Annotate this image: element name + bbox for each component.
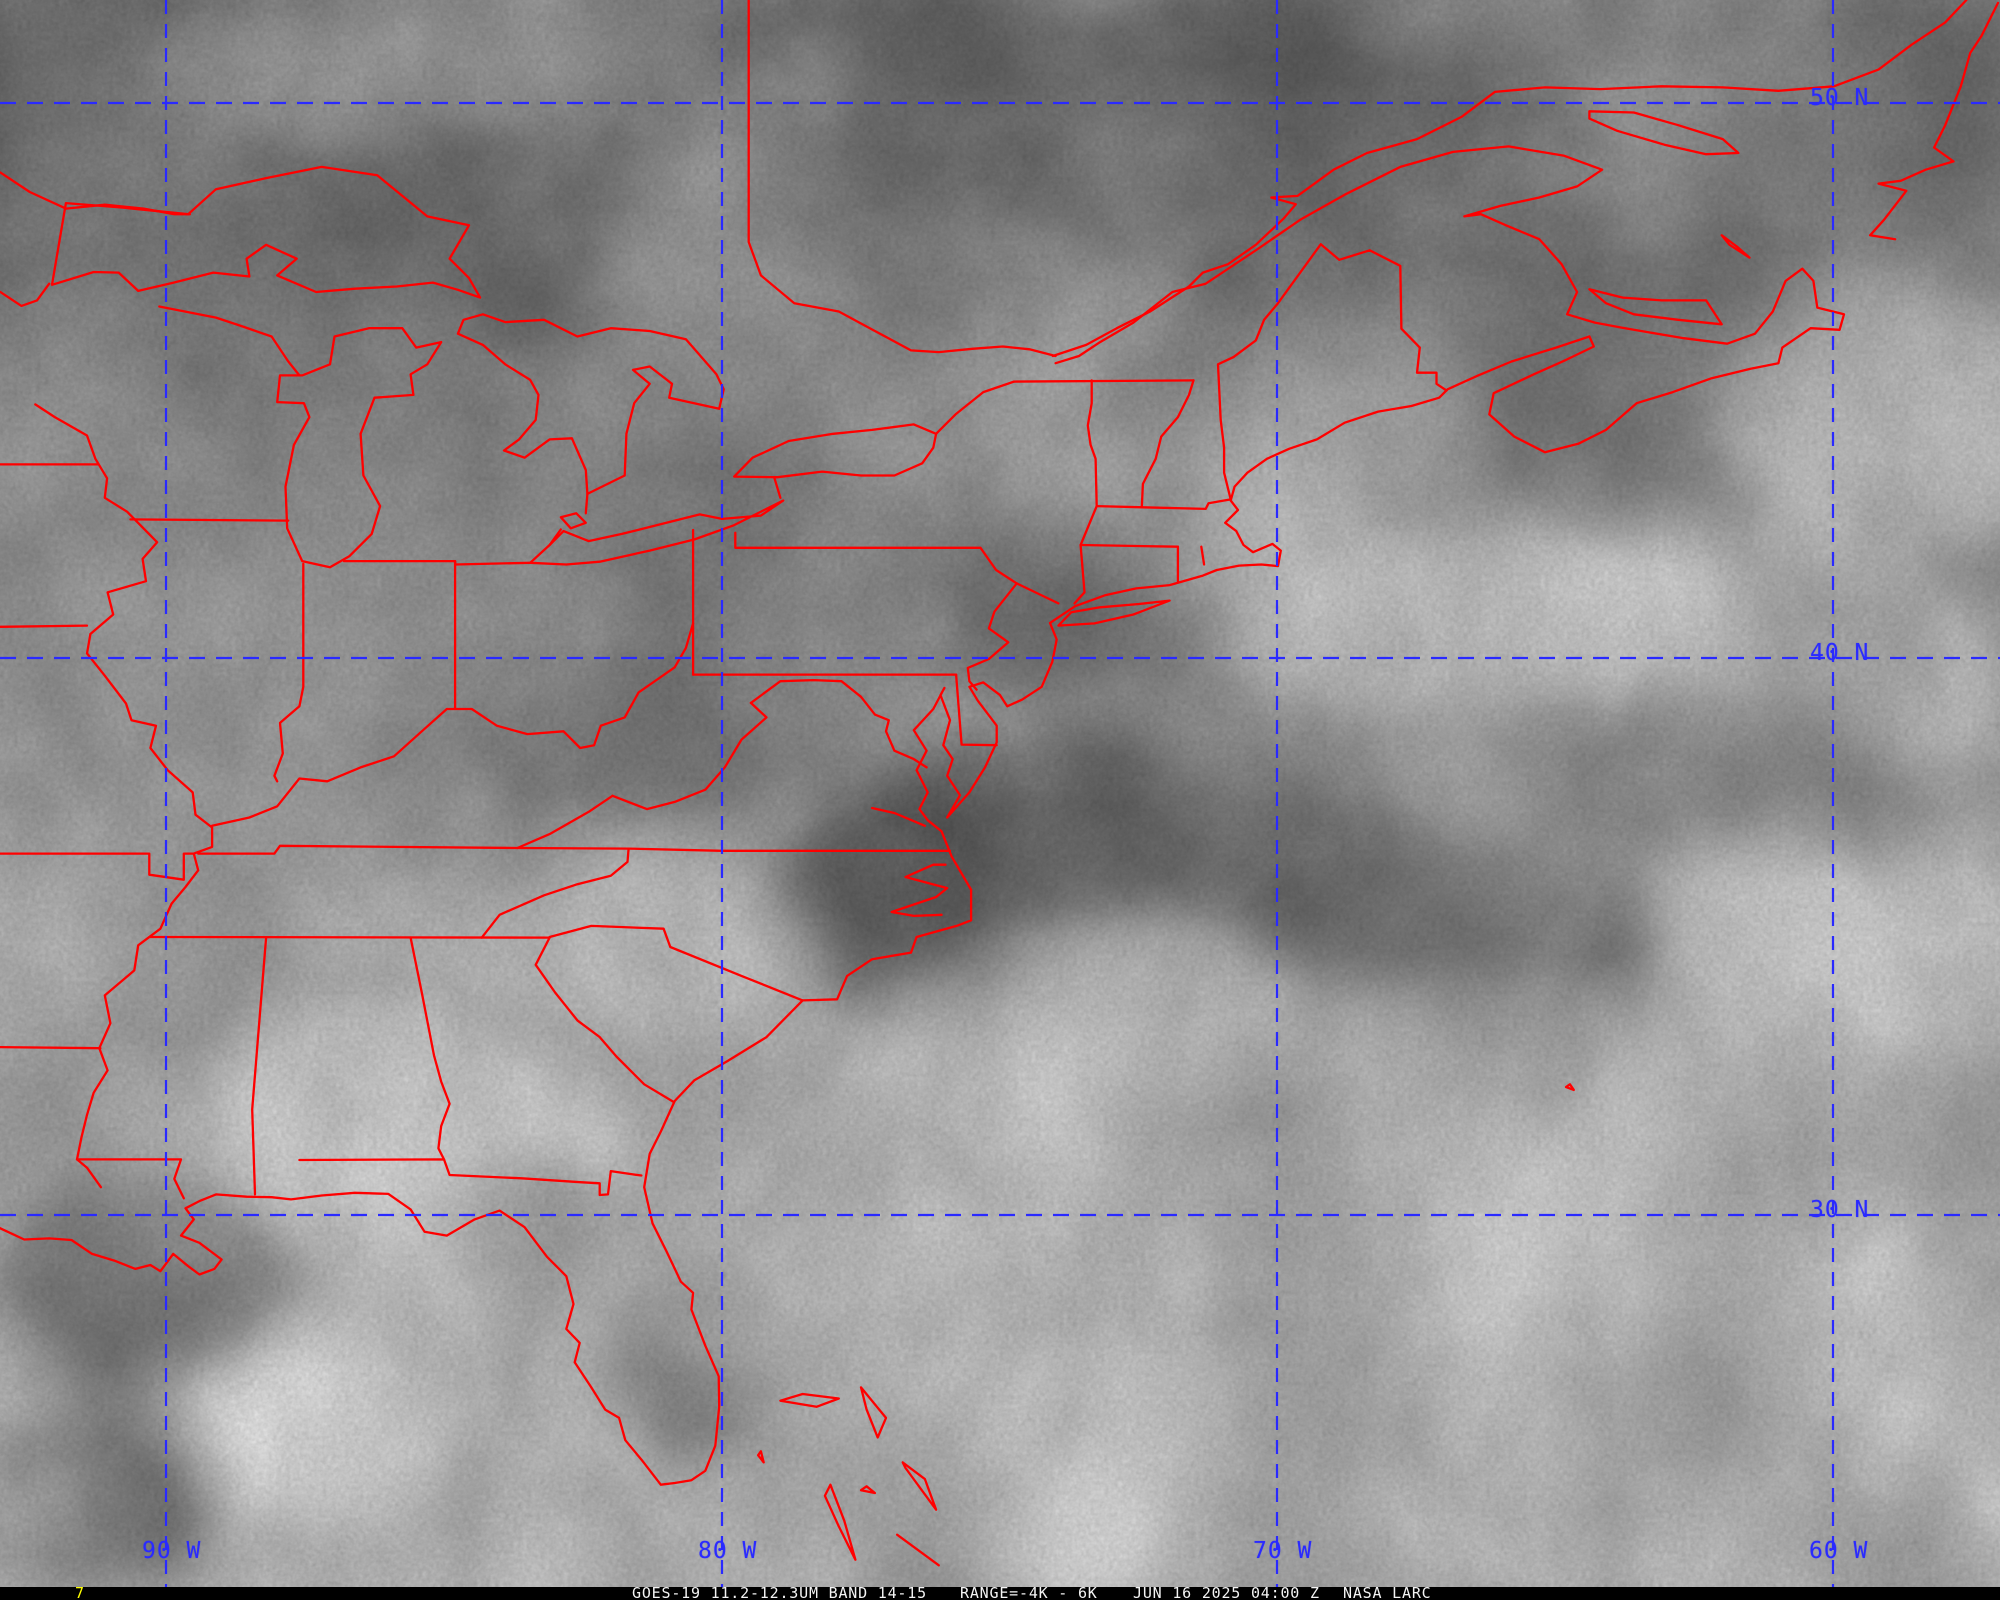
grid-label-40n: 40 N — [1810, 640, 1870, 666]
map-outline-st-clair-river — [584, 492, 589, 515]
map-outline-ottawa-river-on-qc — [747, 0, 1057, 358]
map-outline-border-mn-wi — [0, 282, 51, 308]
map-outline-eleuthera — [901, 1461, 938, 1511]
map-outline-james-river — [870, 806, 927, 827]
map-outline-border-ri-ma — [1200, 545, 1206, 566]
map-outline-st-lawrence-upper — [934, 380, 1016, 435]
map-outline-border-mn-on — [0, 171, 192, 216]
map-outline-lake-michigan — [276, 327, 443, 569]
map-outline-border-ky-tn — [197, 844, 519, 855]
grid-label-60w: 60 W — [1809, 1538, 1869, 1564]
map-outline-detroit-river — [548, 528, 562, 547]
map-outline-border-nc-sc — [548, 924, 804, 1002]
map-outline-nc-sounds-shore — [890, 863, 949, 918]
map-outline-anticosti-island — [1588, 110, 1740, 156]
map-outline-border-us-canada-45 — [1012, 379, 1195, 383]
map-outline-st-lawrence-north-shore — [1051, 0, 1968, 358]
caption-range: RANGE=-4K - 6K — [960, 1584, 1098, 1600]
map-outline-border-vt-nh — [1140, 379, 1195, 509]
caption-source: NASA LARC — [1343, 1584, 1432, 1600]
map-outline-lake-erie — [529, 499, 785, 566]
map-outline-magdalen-islands — [1720, 234, 1751, 259]
map-outline-ohio-river — [210, 622, 695, 827]
map-outline-border-ma-nh — [1095, 498, 1232, 511]
map-outline-grand-bahama — [779, 1392, 840, 1408]
map-outline-niagara-river — [773, 476, 782, 499]
grid-label-30n: 30 N — [1810, 1197, 1870, 1223]
map-outline-border-ky-va — [516, 794, 614, 850]
map-outline-border-ny-ct — [1073, 543, 1086, 605]
map-outline-border-md-de — [954, 673, 998, 747]
map-outline-exuma-chain — [895, 1533, 940, 1567]
map-outline-border-wi-mi — [158, 305, 301, 377]
map-outline-potomac-river — [749, 678, 928, 769]
map-outline-bermuda — [1564, 1083, 1575, 1092]
map-outline-lake-st-clair — [559, 512, 587, 530]
map-outline-mississippi-river — [34, 403, 214, 1189]
grid-label-80w: 80 W — [698, 1538, 758, 1564]
map-outline-border-me-qc-nb — [1232, 243, 1448, 392]
map-outline-new-providence — [859, 1485, 877, 1495]
map-outline-border-pa-ny — [734, 531, 1018, 585]
map-outline-border-va-nc — [516, 846, 952, 852]
caption-product: GOES-19 11.2-12.3UM BAND 14-15 — [632, 1584, 927, 1600]
map-outline-border-al-ga — [409, 936, 451, 1161]
map-outline-nova-scotia-gaspe-coast — [1054, 145, 1846, 454]
map-outline-border-ms-al — [251, 936, 268, 1196]
map-outline-border-nj-ny — [1015, 582, 1060, 605]
caption-bar: 7 GOES-19 11.2-12.3UM BAND 14-15 RANGE=-… — [0, 1584, 2000, 1600]
map-outline-border-ar-la — [0, 1045, 102, 1050]
caption-datetime: JUN 16 2025 04:00 Z — [1133, 1584, 1320, 1600]
map-outline-border-tn-south — [148, 935, 551, 939]
map-outline-newfoundland-west-coast — [1868, 1, 2000, 241]
frame-number: 7 — [75, 1584, 85, 1600]
map-outline-andros — [823, 1483, 857, 1561]
map-outline-border-ct-ma — [1079, 543, 1180, 548]
map-outline-bimini — [756, 1450, 765, 1464]
map-outline-lake-ontario — [733, 423, 938, 479]
map-outline-border-il-in — [273, 562, 305, 783]
grid-label-90w: 90 W — [142, 1538, 202, 1564]
map-outline-border-fl-north — [298, 1158, 643, 1197]
map-outline-long-island — [1057, 599, 1171, 627]
map-outline-border-wv-va — [611, 701, 768, 811]
map-outline-border-ga-sc — [534, 936, 675, 1103]
map-outline-prince-edward-island — [1588, 288, 1723, 326]
grid-label-70w: 70 W — [1253, 1538, 1313, 1564]
map-outline-border-la-ms — [75, 1158, 185, 1200]
map-outline-lake-superior — [50, 165, 482, 299]
map-outline-delaware-river — [966, 582, 1018, 691]
map-outline-us-gulf-atlantic-coast — [0, 335, 1591, 1486]
map-outline-border-tn-nc — [480, 847, 630, 939]
grid-label-50n: 50 N — [1810, 85, 1870, 111]
map-outline-lake-huron-georgian-bay — [456, 313, 725, 496]
map-outline-abaco — [859, 1386, 888, 1439]
map-outline-border-nh-me — [1216, 355, 1235, 501]
map-outline-border-ia-mo — [0, 624, 89, 628]
map-outline-border-wi-il — [129, 518, 290, 522]
